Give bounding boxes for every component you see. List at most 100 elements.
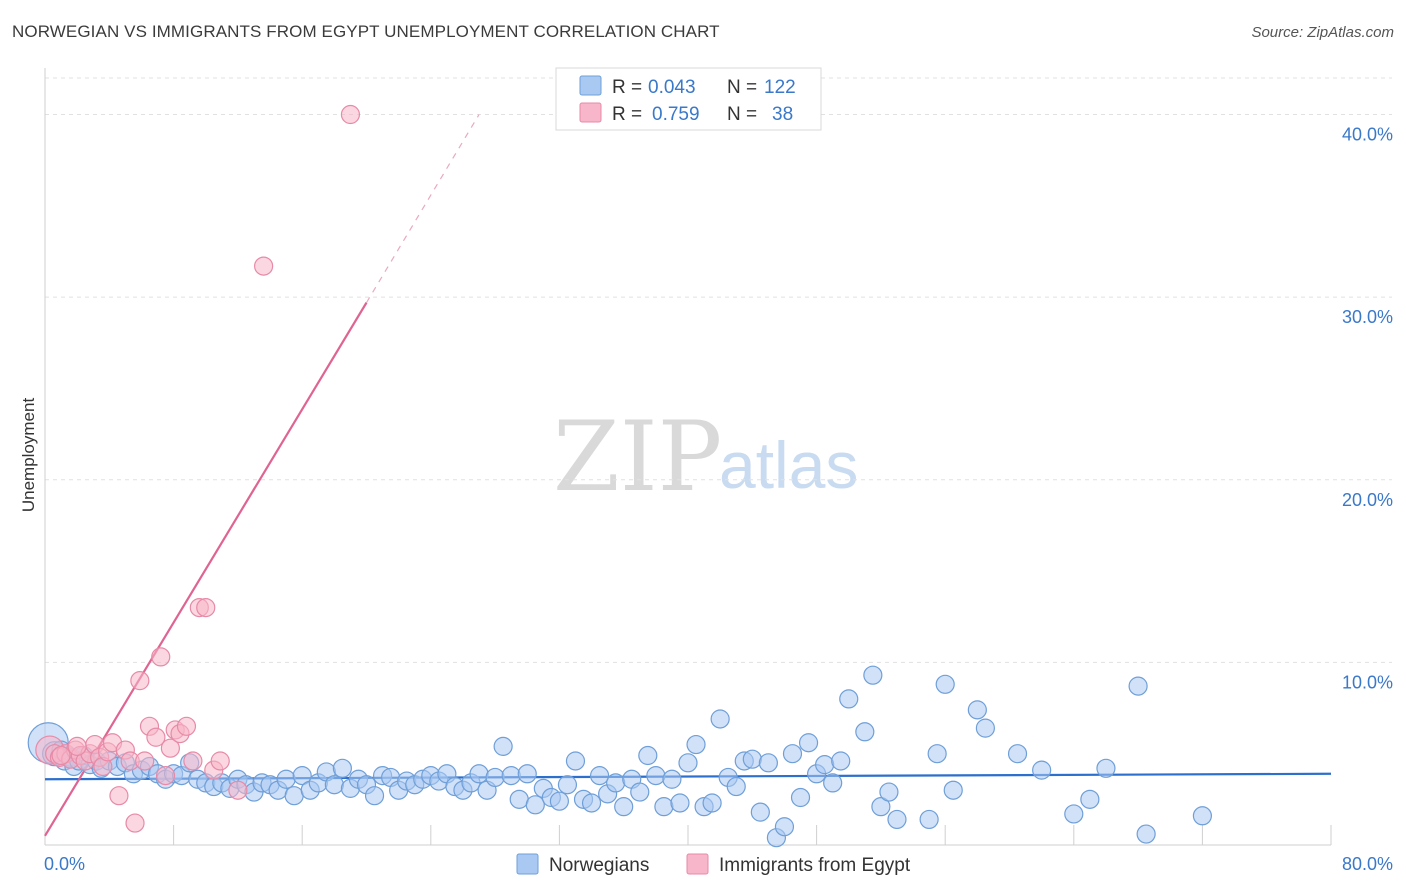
norwegians-point-97 [790,787,811,808]
watermark-atlas: atlas [719,428,858,502]
stats-swatch-egypt [579,102,602,123]
norwegians-point-62 [509,789,529,809]
norwegians-point-112 [943,780,963,800]
norwegians-point-64 [525,795,545,815]
egypt-point-36 [51,745,71,766]
stats-n-label-egypt: N = [727,104,757,125]
x-tick-label-end: 80.0% [1342,854,1393,874]
norwegians-point-67 [549,791,570,811]
egypt-point-23 [155,766,176,786]
norwegians-point-80 [654,797,674,817]
stats-r-value-norwegians: 0.043 [648,77,696,98]
norwegians-point-89 [726,776,746,797]
norwegians-point-44 [364,786,385,806]
norwegians-point-35 [292,766,312,786]
data-points [27,104,1213,848]
stats-legend-box: R = 0.043 N = 122 R = 0.759 N = 38 [555,67,822,131]
stats-swatch-norwegians [579,75,602,96]
norwegians-point-103 [839,689,859,709]
x-tick-label-start: 0.0% [44,854,85,874]
norwegians-point-72 [589,766,610,786]
stats-r-label-egypt: R = [612,104,642,125]
stats-n-value-egypt: 38 [772,104,793,125]
stats-n-value-norwegians: 122 [764,77,796,98]
norwegians-point-34 [284,786,304,806]
norwegians-point-101 [823,773,843,793]
norwegians-point-68 [557,775,578,795]
norwegians-point-82 [670,793,690,813]
norwegians-point-111 [935,674,955,694]
norwegians-point-115 [1007,744,1028,764]
norwegians-point-93 [758,753,778,773]
legend-label-egypt: Immigrants from Egypt [719,855,911,876]
y-axis-title: Unemployment [19,398,38,513]
norwegians-point-33 [276,769,296,789]
norwegians-point-78 [638,745,658,766]
legend-label-norwegians: Norwegians [549,855,649,876]
norwegians-point-98 [798,733,819,753]
y-tick-label-30: 30.0% [1342,307,1393,327]
egypt-point-32 [210,751,230,771]
watermark-zip: ZIP [553,401,722,513]
norwegians-point-69 [565,751,586,771]
norwegians-point-75 [614,797,634,817]
norwegians-point-116 [1032,760,1052,780]
norwegians-point-105 [863,665,883,685]
source-credit: Source: ZipAtlas.com [1251,24,1394,41]
norwegians-point-86 [702,793,722,813]
egypt-point-22 [151,647,171,667]
egypt-point-24 [160,738,180,758]
y-tick-label-10: 10.0% [1342,672,1393,692]
stats-r-label-norwegians: R = [612,77,642,98]
norwegians-point-59 [485,767,505,788]
egypt-point-34 [254,256,274,276]
bottom-legend: Norwegians Immigrants from Egypt [516,853,911,876]
egypt-point-21 [146,727,166,747]
norwegians-point-57 [469,764,489,784]
norwegians-point-91 [742,749,762,769]
norwegians-point-102 [831,751,851,771]
legend-swatch-egypt [686,853,709,875]
norwegians-point-92 [750,802,770,822]
norwegians-point-108 [887,809,907,830]
norwegians-point-107 [879,782,899,802]
norwegians-point-39 [324,775,344,795]
egypt-point-17 [125,813,145,833]
norwegians-point-60 [493,736,513,756]
norwegians-point-74 [606,773,626,793]
stats-n-label-norwegians: N = [727,77,757,98]
norwegians-point-121 [1136,824,1156,844]
norwegians-point-110 [927,744,947,764]
tick-labels: 10.0% 20.0% 30.0% 40.0% 0.0% 80.0% [44,125,1393,874]
norwegians-point-122 [1192,806,1213,826]
norwegians-point-117 [1064,804,1084,824]
chart-title: NORWEGIAN VS IMMIGRANTS FROM EGYPT UNEMP… [12,22,720,41]
egypt-point-30 [196,597,216,618]
egypt-point-18 [130,671,150,691]
egypt-point-35 [340,104,361,125]
norwegians-point-109 [919,809,939,830]
norwegians-point-106 [871,797,891,817]
axes [44,68,1332,846]
norwegians-point-118 [1080,789,1100,809]
egypt-point-28 [183,751,203,771]
norwegians-point-113 [967,700,987,720]
norwegians-point-84 [686,734,706,755]
norwegians-point-71 [581,793,602,813]
norwegians-point-77 [630,782,650,802]
y-tick-label-20: 20.0% [1342,490,1393,510]
norwegians-point-79 [646,766,666,786]
norwegians-point-100 [815,755,835,775]
norwegians-point-87 [710,709,730,729]
norwegians-point-95 [774,817,795,837]
egypt-trendline-extension [365,114,480,303]
watermark: ZIP atlas [553,401,858,513]
norwegians-point-96 [782,744,803,764]
legend-swatch-norwegians [516,853,539,875]
norwegians-point-63 [517,764,537,784]
norwegians-point-120 [1128,676,1148,696]
egypt-point-14 [109,786,129,806]
egypt-point-37 [67,736,87,756]
egypt-point-19 [135,751,155,771]
